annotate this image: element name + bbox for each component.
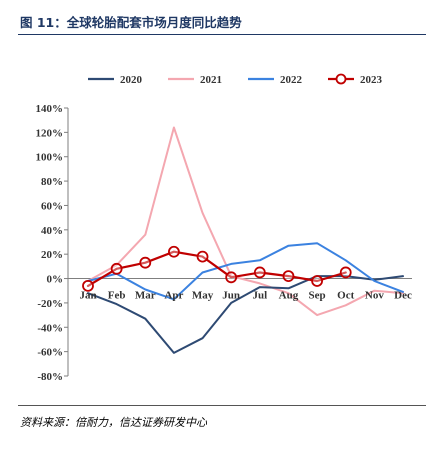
x-tick-label: Jun xyxy=(222,290,240,302)
series-line-2020 xyxy=(87,275,404,354)
x-tick-label: May xyxy=(192,290,214,302)
x-tick-label: Dec xyxy=(394,290,412,302)
x-tick-label: Apr xyxy=(164,290,183,302)
series-line-2022 xyxy=(87,242,404,301)
marker-2023-May xyxy=(196,250,209,263)
y-tick-label: 80% xyxy=(41,176,63,188)
x-tick-label: Nov xyxy=(365,290,384,302)
y-tick-label: 120% xyxy=(36,127,64,139)
y-tick-label: -60% xyxy=(37,347,63,359)
x-tick-label: Oct xyxy=(337,290,354,302)
title-rule xyxy=(18,34,426,35)
marker-2023-Apr xyxy=(168,245,180,258)
marker-2023-Jan xyxy=(82,279,94,292)
marker-2023-Mar xyxy=(139,256,152,269)
x-tick-label: Feb xyxy=(108,290,126,302)
y-tick-label: 140% xyxy=(36,103,64,115)
x-tick-label: Aug xyxy=(279,290,299,302)
x-tick-label: Mar xyxy=(135,290,156,302)
x-tick-label: Jan xyxy=(79,290,96,302)
y-tick-label: -80% xyxy=(37,371,63,383)
x-tick-label: Jul xyxy=(252,290,267,302)
y-tick-label: -40% xyxy=(37,322,63,334)
legend-marker-2023 xyxy=(335,73,347,85)
source-note: 资料来源：倍耐力，信达证券研发中心 xyxy=(20,416,207,429)
title-bar: 图 11：全球轮胎配套市场月度同比趋势 xyxy=(0,0,445,35)
source-rule xyxy=(18,405,426,406)
marker-2023-Sep xyxy=(311,275,323,287)
series-line-2021 xyxy=(87,126,404,317)
legend-label-2021: 2021 xyxy=(200,74,222,86)
y-tick-label: 60% xyxy=(41,200,63,212)
figure-title: 图 11：全球轮胎配套市场月度同比趋势 xyxy=(20,15,242,30)
y-tick-label: 100% xyxy=(36,152,64,164)
marker-2023-Jun xyxy=(225,271,238,284)
y-tick-label: 40% xyxy=(41,225,63,237)
y-tick-label: 20% xyxy=(41,249,63,261)
legend-label-2023: 2023 xyxy=(360,74,383,86)
legend-label-2022: 2022 xyxy=(280,74,303,86)
marker-2023-Aug xyxy=(282,270,295,283)
series-line-2023 xyxy=(86,250,347,287)
marker-2023-Oct xyxy=(339,266,352,279)
y-tick-label: 0% xyxy=(47,274,64,286)
marker-2023-Feb xyxy=(110,262,123,275)
x-tick-label: Sep xyxy=(309,290,326,302)
marker-2023-Jul xyxy=(253,266,266,279)
legend-label-2020: 2020 xyxy=(120,74,143,86)
y-tick-label: -20% xyxy=(37,298,63,310)
line-chart: 140% 120% 100% 80% 60% 40% 20% 0% -20% -40% -60% -8… xyxy=(36,73,412,383)
